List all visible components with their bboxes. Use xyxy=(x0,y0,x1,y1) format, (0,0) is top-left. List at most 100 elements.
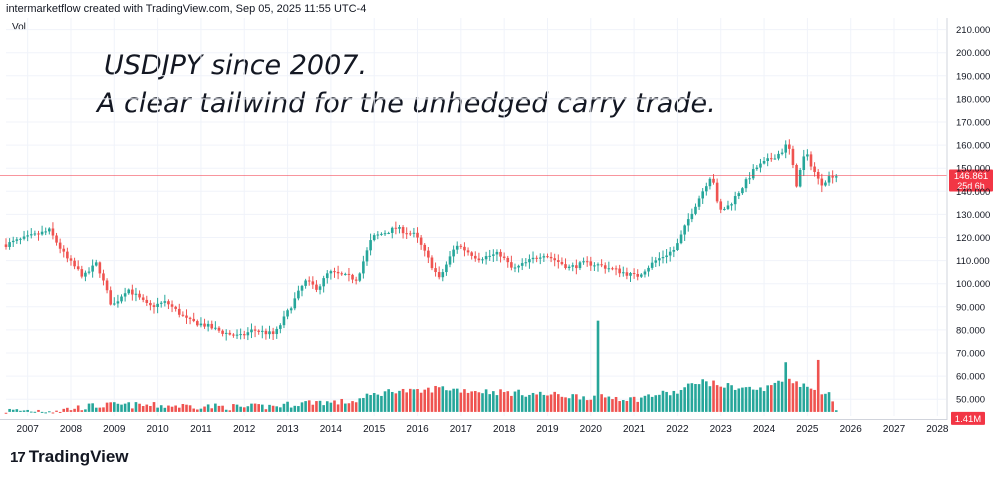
time-tick-label: 2022 xyxy=(666,424,689,435)
candle-body xyxy=(668,251,672,256)
volume-bar xyxy=(76,405,80,412)
volume-bar xyxy=(795,381,798,412)
candle-body xyxy=(33,233,37,235)
volume-bar xyxy=(549,394,553,412)
candle-body xyxy=(112,303,116,305)
candle-body xyxy=(777,153,780,159)
candle-body xyxy=(232,334,235,336)
volume-bar xyxy=(322,405,325,412)
candle-body xyxy=(831,176,834,178)
time-tick-label: 2027 xyxy=(883,424,906,435)
time-tick-label: 2018 xyxy=(493,424,516,435)
time-tick-label: 2021 xyxy=(623,424,646,435)
tradingview-brand: 17 TradingView xyxy=(10,447,129,467)
candle-body xyxy=(120,296,123,302)
volume-bar xyxy=(495,395,499,412)
chart-grid xyxy=(6,18,946,416)
candle-body xyxy=(459,245,463,247)
price-tick-label: 110.000 xyxy=(956,256,990,267)
volume-bar xyxy=(712,380,715,412)
candle-body xyxy=(405,233,408,235)
volume-bar xyxy=(596,320,600,412)
volume-bar xyxy=(214,403,217,412)
candle-body xyxy=(394,227,398,229)
volume-bar xyxy=(275,406,279,412)
candle-body xyxy=(733,196,737,205)
volume-bar xyxy=(358,398,362,412)
candle-body xyxy=(755,167,759,170)
candle-body xyxy=(224,332,228,334)
volume-bar xyxy=(351,401,354,412)
time-tick-label: 2028 xyxy=(926,424,949,435)
candle-body xyxy=(827,176,831,183)
price-tick-label: 140.000 xyxy=(956,187,990,198)
volume-bar xyxy=(827,392,831,412)
candle-body xyxy=(416,232,419,238)
volume-bar xyxy=(87,403,91,412)
volume-bar xyxy=(582,396,585,412)
volume-bar xyxy=(780,381,784,412)
time-tick-label: 2025 xyxy=(796,424,819,435)
candle-body xyxy=(163,301,167,303)
candle-body xyxy=(762,161,766,164)
volume-bar xyxy=(589,399,593,412)
time-tick-label: 2010 xyxy=(146,424,169,435)
volume-bar xyxy=(40,411,44,413)
volume-bar xyxy=(676,393,679,412)
volume-bar xyxy=(784,362,788,412)
candle-body xyxy=(8,242,11,247)
candle-body xyxy=(365,250,369,262)
volume-bar xyxy=(733,389,737,412)
candle-body xyxy=(676,243,679,251)
candle-body xyxy=(640,274,643,277)
candle-body xyxy=(62,248,66,252)
volume-bar xyxy=(419,392,423,412)
candle-body xyxy=(145,299,149,303)
volume-bar xyxy=(405,392,408,412)
brand-name: TradingView xyxy=(28,447,129,466)
candle-body xyxy=(690,213,694,220)
volume-bar xyxy=(730,385,733,412)
candle-body xyxy=(210,323,214,329)
volume-bar xyxy=(802,383,806,412)
volume-bar xyxy=(94,407,98,412)
volume-bar xyxy=(708,386,712,412)
candle-body xyxy=(766,158,769,162)
time-tick-label: 2016 xyxy=(406,424,429,435)
price-tick-label: 160.000 xyxy=(956,141,990,152)
volume-bar xyxy=(575,394,578,412)
volume-bar xyxy=(816,359,820,412)
volume-bar xyxy=(705,381,708,412)
volume-bar xyxy=(22,410,26,412)
candle-body xyxy=(463,246,466,251)
candle-body xyxy=(390,227,394,233)
candle-body xyxy=(719,201,723,210)
volume-bar xyxy=(163,407,167,412)
volume-bar xyxy=(149,405,152,412)
volume-indicator-label[interactable]: Vol xyxy=(12,22,26,33)
candle-body xyxy=(798,169,802,187)
volume-bar xyxy=(401,388,405,412)
volume-bar xyxy=(650,396,654,412)
candle-body xyxy=(520,263,524,266)
candle-body xyxy=(242,334,246,336)
candle-body xyxy=(578,262,582,269)
candle-body xyxy=(174,306,177,309)
candle-body xyxy=(181,314,185,316)
volume-bar xyxy=(15,409,19,412)
candle-body xyxy=(40,231,44,235)
volume-bar xyxy=(766,385,769,412)
candle-body xyxy=(55,235,58,243)
volume-bar xyxy=(181,403,185,412)
volume-bar xyxy=(412,389,416,412)
candle-body xyxy=(437,272,441,278)
candle-body xyxy=(167,301,170,305)
candle-body xyxy=(806,154,809,157)
candle-body xyxy=(15,239,19,241)
volume-bar xyxy=(484,389,488,412)
volume-bar xyxy=(235,404,239,412)
volume-bar xyxy=(416,389,419,412)
volume-bar xyxy=(477,392,481,412)
